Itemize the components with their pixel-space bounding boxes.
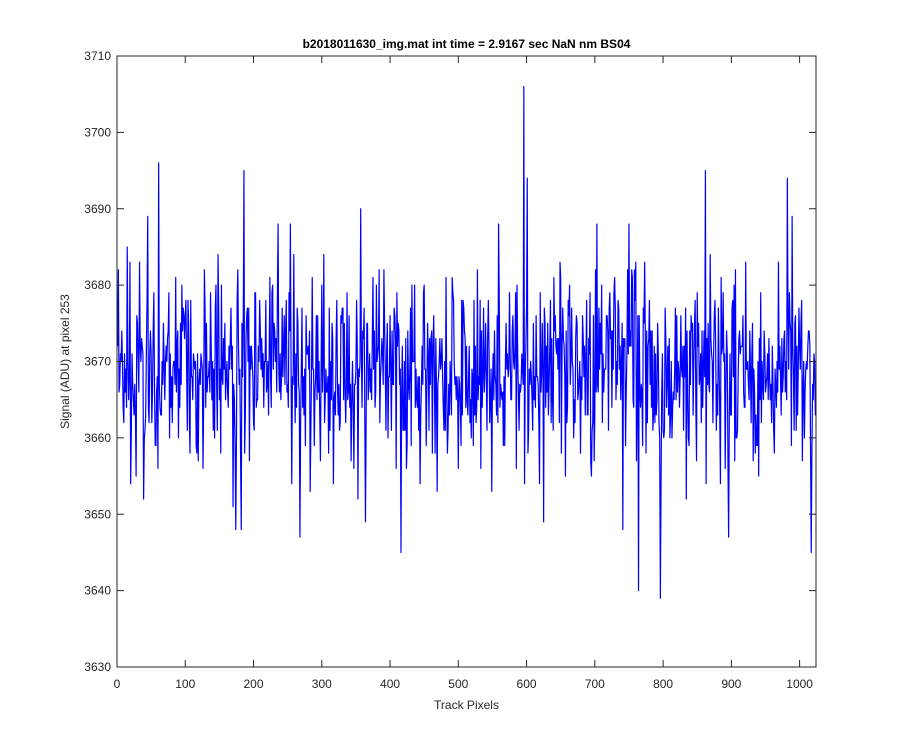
series-layer <box>117 85 817 599</box>
x-tick-label: 900 <box>721 677 741 691</box>
y-tick-label: 3630 <box>84 660 111 674</box>
chart-title: b2018011630_img.mat int time = 2.9167 se… <box>303 37 631 51</box>
x-tick-label: 800 <box>653 677 673 691</box>
x-axis: 0 100 200 300 400 500 600 700 800 900 1000 <box>114 56 813 691</box>
y-tick-label: 3640 <box>84 584 111 598</box>
signal-series-line <box>117 85 817 599</box>
x-tick-label: 600 <box>517 677 537 691</box>
x-tick-label: 700 <box>585 677 605 691</box>
x-axis-label: Track Pixels <box>434 698 499 712</box>
y-tick-label: 3710 <box>84 49 111 63</box>
x-tick-label: 300 <box>312 677 332 691</box>
y-tick-label: 3660 <box>84 431 111 445</box>
y-tick-label: 3700 <box>84 125 111 139</box>
x-tick-label: 500 <box>448 677 468 691</box>
x-tick-label: 0 <box>114 677 121 691</box>
x-tick-label: 1000 <box>786 677 813 691</box>
y-tick-label: 3690 <box>84 202 111 216</box>
x-tick-label: 100 <box>175 677 195 691</box>
x-tick-label: 200 <box>244 677 264 691</box>
x-tick-label: 400 <box>380 677 400 691</box>
y-tick-label: 3650 <box>84 507 111 521</box>
y-tick-label: 3670 <box>84 355 111 369</box>
y-axis: 3630 3640 3650 3660 3670 3680 3690 3700 3710 <box>84 49 816 674</box>
y-axis-label: Signal (ADU) at pixel 253 <box>58 294 72 429</box>
y-tick-label: 3680 <box>84 278 111 292</box>
